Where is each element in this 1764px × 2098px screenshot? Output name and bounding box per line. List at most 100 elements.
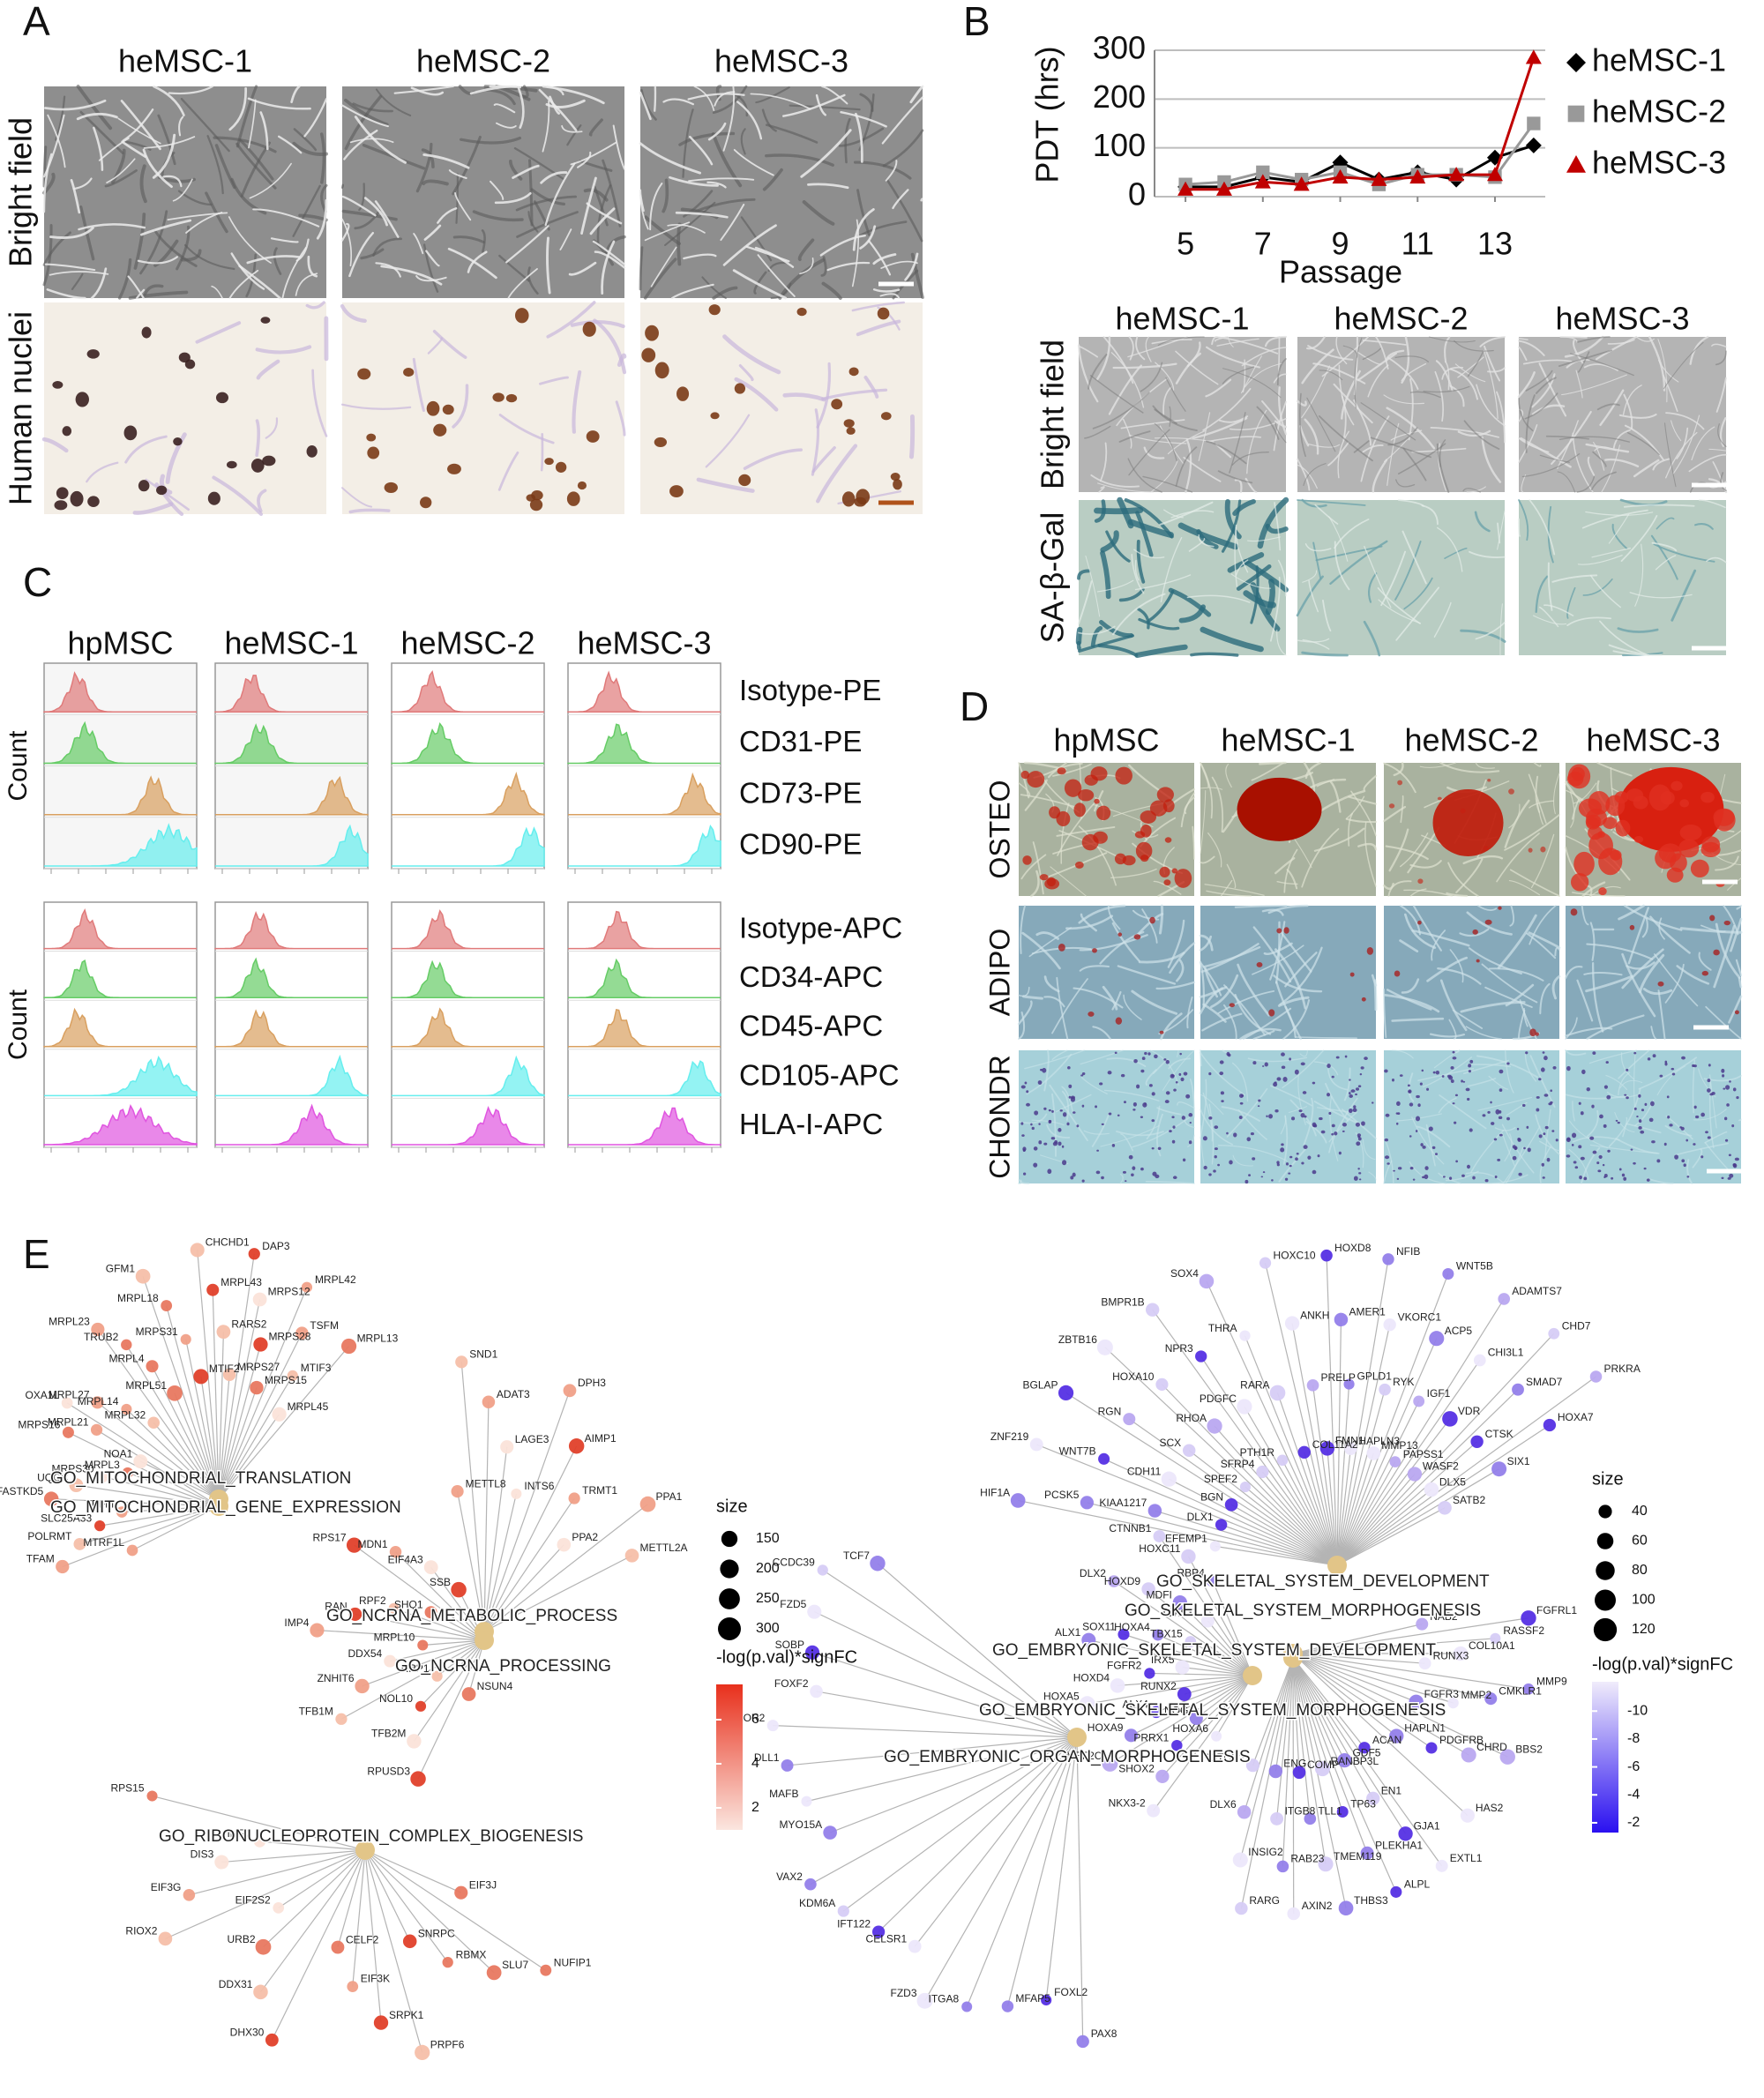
term-label: GO_EMBRYONIC_SKELETAL_SYSTEM_DEVELOPMENT: [992, 1641, 1436, 1660]
image-texture: [1358, 1178, 1362, 1181]
gene-label: HOXA4: [1114, 1621, 1150, 1633]
image-texture: [1506, 1116, 1510, 1121]
gene-node: [511, 1488, 522, 1499]
image-texture: [1469, 1128, 1473, 1132]
image-texture: [712, 85, 748, 115]
image-texture: [137, 256, 178, 265]
image-texture: [1208, 1173, 1212, 1176]
image-texture: [1626, 1068, 1629, 1071]
image-texture: [508, 160, 523, 181]
histogram: [215, 1009, 368, 1048]
image-texture: [1353, 1105, 1357, 1109]
edge: [185, 1339, 220, 1500]
image-texture: [540, 171, 568, 184]
marker: [1177, 181, 1194, 196]
image-texture: [1394, 355, 1430, 362]
histogram: [392, 771, 545, 816]
image-texture: [1455, 1160, 1458, 1163]
image-texture: [1577, 555, 1623, 565]
image: [1519, 500, 1726, 655]
image-texture: [1729, 1173, 1734, 1178]
image-texture: [570, 320, 625, 329]
gene-label: SND1: [469, 1348, 497, 1360]
histogram-frame: [391, 901, 545, 1148]
image-texture: [1469, 1059, 1474, 1064]
image-texture: [1108, 364, 1143, 415]
edge: [218, 1253, 255, 1500]
gene-node: [1366, 1446, 1381, 1460]
edge: [1336, 1452, 1374, 1566]
image-texture: [1062, 1160, 1067, 1166]
gene-node: [310, 1623, 325, 1638]
image-texture: [1289, 1099, 1317, 1137]
image-texture: [1107, 905, 1121, 930]
image-texture: [1368, 1171, 1377, 1181]
image-texture: [348, 508, 391, 514]
x-tick-label: 5: [1177, 226, 1194, 262]
gene-node: [1268, 1764, 1283, 1779]
gene-label: ADAT3: [497, 1388, 530, 1400]
image-texture: [1468, 1070, 1472, 1073]
image-texture: [1401, 362, 1427, 382]
image-texture: [1200, 787, 1223, 790]
edge: [1336, 1448, 1351, 1566]
image-texture: [1268, 1009, 1275, 1017]
image-texture: [1370, 437, 1431, 459]
image-texture: [1617, 627, 1659, 633]
image-texture: [1400, 832, 1429, 868]
image-texture: [1134, 644, 1188, 659]
image-texture: [143, 136, 196, 149]
image-texture: [380, 265, 443, 286]
image-texture: [432, 330, 467, 359]
histogram: [568, 772, 721, 816]
image-texture: [1690, 859, 1709, 877]
image-texture: [765, 153, 834, 167]
image-texture: [1707, 1079, 1711, 1083]
image-texture: [1349, 1092, 1351, 1095]
gene-label: MEF2C: [1066, 1750, 1102, 1762]
image-texture: [1586, 1109, 1599, 1138]
column-label: hpMSC: [67, 625, 173, 661]
image-texture: [1708, 1079, 1715, 1149]
image-texture: [1135, 511, 1154, 557]
image-texture: [412, 357, 425, 412]
edge: [1113, 1580, 1253, 1676]
image-texture: [341, 209, 398, 221]
image-texture: [1540, 846, 1546, 853]
gene-node: [410, 1771, 426, 1787]
image-texture: [1044, 877, 1060, 890]
image-texture: [1475, 762, 1495, 769]
image-texture: [1465, 1171, 1505, 1184]
image-texture: [643, 258, 677, 300]
image-texture: [1275, 981, 1302, 1041]
edge: [393, 1608, 485, 1641]
image-texture: [1448, 1176, 1453, 1180]
image-texture: [1235, 559, 1249, 577]
gene-node: [482, 1395, 496, 1409]
image-texture: [1589, 1136, 1595, 1140]
image-texture: [1582, 579, 1613, 596]
image-texture: [1245, 1179, 1249, 1184]
edge: [1336, 1389, 1519, 1566]
image-texture: [1338, 1151, 1342, 1155]
image-texture: [1216, 338, 1259, 347]
gene-node: [557, 1537, 572, 1552]
image-texture: [1598, 887, 1607, 896]
image-texture: [1364, 822, 1377, 887]
image-texture: [596, 184, 612, 245]
image-texture: [1544, 1056, 1548, 1061]
gene-label: GFM1: [106, 1262, 136, 1274]
image-texture: [1357, 842, 1378, 851]
image-texture: [180, 98, 230, 153]
image-texture: [1538, 362, 1567, 417]
gene-node: [801, 1796, 812, 1807]
image-texture: [1331, 1132, 1334, 1136]
histogram: [214, 957, 368, 998]
gene-label: METTL8: [466, 1477, 506, 1490]
gene-node: [1297, 1445, 1311, 1460]
image-texture: [1020, 770, 1030, 780]
image-texture: [1132, 1101, 1137, 1107]
edge: [1184, 1675, 1253, 1695]
gene-label: AXIN2: [1302, 1900, 1333, 1912]
gene-label: THBS3: [1354, 1894, 1388, 1907]
